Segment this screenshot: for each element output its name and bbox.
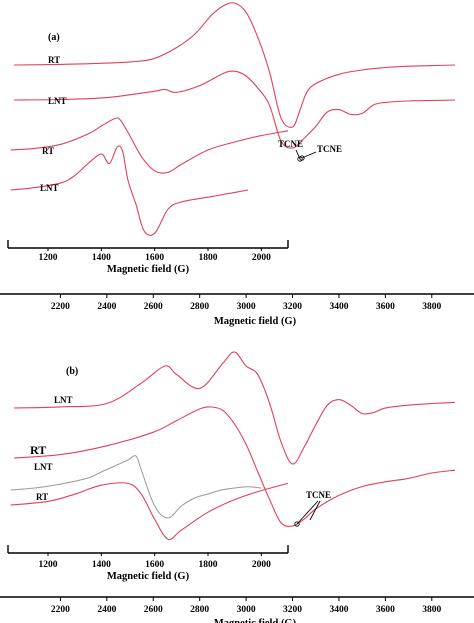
panel-a-outer-tick-label: 2800 bbox=[190, 302, 209, 312]
panel-a-annotation-tcne: TCNE bbox=[317, 144, 342, 154]
panel-b-outer-tick-label: 3200 bbox=[283, 605, 302, 615]
panel-a-series-label: LNT bbox=[48, 96, 67, 106]
panel-a-inner-axis-title: Magnetic field (G) bbox=[107, 264, 190, 275]
panel-a-series-lnt-inner-line bbox=[10, 145, 249, 236]
panel-b-outer-axis-title: Magnetic field (G) bbox=[214, 618, 297, 623]
panel-a-outer-tick-label: 2200 bbox=[51, 302, 70, 312]
panel-b-outer-tick-label: 3400 bbox=[329, 605, 348, 615]
panel-b-annotation-arrow bbox=[296, 500, 319, 525]
panel-b-series-lnt-inner-line bbox=[10, 455, 262, 519]
panel-a-outer-tick-label: 2600 bbox=[144, 302, 163, 312]
panel-a-inner-tick-label: 1800 bbox=[199, 253, 218, 263]
panel-b-outer-tick-label: 2600 bbox=[144, 605, 163, 615]
panel-a-inner-tick-label: 1400 bbox=[92, 253, 111, 263]
panel-b-outer-tick-label: 2200 bbox=[51, 605, 70, 615]
panel-b-annotation-tcne: TCNE bbox=[306, 490, 331, 500]
panel-a-outer-tick-label: 3600 bbox=[376, 302, 395, 312]
panel-b-label: (b) bbox=[66, 366, 78, 377]
panel-b-series-rt-outer-line bbox=[13, 406, 456, 527]
panel-b-annotation-marker bbox=[294, 521, 300, 527]
panel-a-series-rt-inner-line bbox=[10, 117, 289, 174]
panel-a-label: (a) bbox=[48, 32, 60, 43]
panel-a-annotation-marker bbox=[299, 155, 305, 161]
panel-a-annotation-arrow bbox=[295, 149, 301, 160]
panel-b-inner-axis-title: Magnetic field (G) bbox=[107, 571, 190, 582]
panel-b-inner-tick-label: 1800 bbox=[199, 560, 218, 570]
panel-a-outer-tick-label: 2400 bbox=[97, 302, 116, 312]
panel-a-outer-tick-label: 3000 bbox=[237, 302, 256, 312]
panel-b-series-lnt-outer-line bbox=[13, 351, 456, 465]
panel-a-inner-tick-label: 1200 bbox=[39, 253, 58, 263]
panel-a-outer-tick-label: 3400 bbox=[329, 302, 348, 312]
panel-b-series-label: LNT bbox=[54, 395, 73, 405]
panel-a-outer-tick-label: 3200 bbox=[283, 302, 302, 312]
panel-b-outer-tick-label: 2800 bbox=[190, 605, 209, 615]
panel-b-outer-tick-label: 3000 bbox=[237, 605, 256, 615]
panel-a-outer-axis-title: Magnetic field (G) bbox=[214, 316, 297, 327]
panel-a-series-lnt-outer-line bbox=[13, 70, 456, 149]
panel-a-series-rt-outer-line bbox=[13, 2, 456, 128]
panel-a-annotation-tcne: TCNE bbox=[278, 139, 303, 149]
panel-b-outer-tick-label: 3600 bbox=[376, 605, 395, 615]
panel-a-series-label: RT bbox=[48, 55, 60, 65]
panel-a-series-label: RT bbox=[42, 146, 54, 156]
panel-b-inner-tick-label: 1400 bbox=[92, 560, 111, 570]
panel-b-inner-tick-label: 1600 bbox=[145, 560, 164, 570]
panel-b-series-label: RT bbox=[36, 492, 48, 502]
panel-a-outer-tick-label: 3800 bbox=[422, 302, 441, 312]
panel-b-inner-tick-label: 1200 bbox=[39, 560, 58, 570]
panel-b-series-label: RT bbox=[30, 443, 46, 457]
panel-a-inner-tick-label: 1600 bbox=[145, 253, 164, 263]
panel-b-outer-tick-label: 3800 bbox=[422, 605, 441, 615]
panel-a-series-label: LNT bbox=[40, 183, 59, 193]
panel-b-inner-tick-label: 2000 bbox=[252, 560, 271, 570]
panel-a-inner-tick-label: 2000 bbox=[252, 253, 271, 263]
panel-b-outer-tick-label: 2400 bbox=[97, 605, 116, 615]
panel-b-series-label: LNT bbox=[34, 462, 53, 472]
panel-b-series-rt-inner-line bbox=[10, 482, 289, 541]
panel-b-annotation-arrow bbox=[309, 500, 321, 521]
